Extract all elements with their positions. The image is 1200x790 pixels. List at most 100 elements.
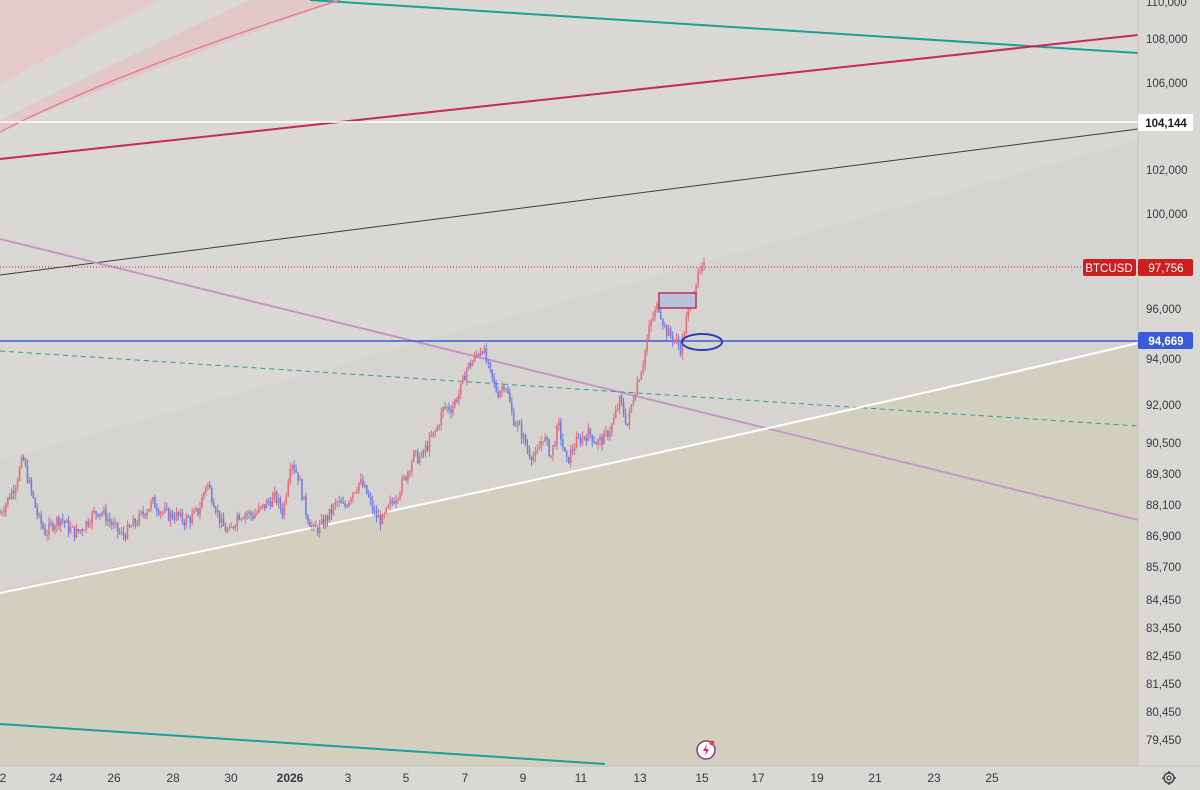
teal-trendline-bottom[interactable]	[0, 723, 606, 765]
candle-body	[46, 534, 48, 536]
candle-body	[297, 472, 299, 481]
candle-body	[420, 451, 423, 458]
candle-body	[9, 497, 11, 499]
candle-body	[373, 510, 376, 512]
candle-body	[271, 496, 274, 507]
price-tick-label: 92,000	[1146, 400, 1181, 412]
magenta-trendline[interactable]	[0, 34, 1139, 160]
candle-body	[518, 422, 521, 425]
teal-trendline-top[interactable]	[309, 0, 1139, 54]
candle-body	[54, 525, 56, 531]
price-tick-labels: 108,000 106,000 102,000 100,000 96,000 94,000…	[1146, 34, 1188, 747]
candle-body	[371, 499, 374, 511]
price-tags[interactable]: 104,144 94,669 BTCUSD 97,756	[1083, 114, 1193, 349]
candle-body	[556, 425, 558, 446]
candle-body	[101, 513, 103, 515]
last-price-tag-bg	[1138, 259, 1193, 276]
support-tag[interactable]: 94,669	[1138, 332, 1193, 349]
candle-body	[585, 437, 588, 441]
candle-body	[240, 518, 243, 520]
candle-body	[273, 491, 276, 497]
candle-body	[548, 439, 550, 457]
resistance-tag[interactable]: 104,144	[1138, 114, 1193, 131]
candle-body	[87, 521, 90, 526]
candle-body	[44, 528, 46, 536]
candle-body	[324, 516, 327, 527]
last-price-tag-label: 97,756	[1148, 263, 1183, 275]
candle-body	[114, 522, 117, 524]
candle-body	[685, 317, 688, 334]
candle-body	[363, 485, 366, 488]
candle-body	[389, 500, 392, 506]
gear-icon[interactable]	[1162, 771, 1176, 785]
candle-body	[405, 476, 407, 481]
last-price-tag[interactable]: BTCUSD 97,756	[1083, 259, 1193, 276]
black-trendline[interactable]	[0, 128, 1139, 276]
candle-body	[632, 400, 635, 405]
candle-body	[399, 492, 401, 499]
candle-body	[218, 510, 221, 524]
support-tag-label: 94,669	[1148, 336, 1183, 348]
candle-body	[5, 503, 7, 512]
candle-body	[291, 465, 293, 469]
highlight-box[interactable]	[658, 292, 697, 309]
candle-body	[236, 514, 239, 526]
trendlines[interactable]	[0, 0, 1139, 765]
candle-body	[430, 435, 433, 437]
candle-body	[605, 431, 607, 433]
white-curve-support[interactable]	[0, 342, 1139, 594]
time-axis[interactable]: 2 24 26 28 30 2026 3 5 7 9 11 13 15 17 19 21 23 25	[0, 765, 1200, 790]
candle-body	[589, 428, 592, 435]
candle-body	[150, 501, 152, 509]
lightning-icon[interactable]	[696, 740, 716, 760]
candle-body	[105, 509, 107, 522]
candle-body	[203, 492, 205, 498]
time-tick-label: 9	[520, 771, 527, 785]
candle-body	[638, 379, 641, 382]
circle-annotation[interactable]	[681, 333, 723, 351]
candle-body	[314, 525, 317, 528]
candle-body	[32, 491, 35, 498]
candle-body	[299, 479, 301, 481]
candle-body	[656, 303, 658, 310]
candle-body	[136, 524, 139, 526]
candle-body	[1, 512, 3, 514]
candle-body	[575, 437, 578, 449]
candle-body	[358, 482, 360, 491]
candle-body	[267, 500, 270, 502]
candle-body	[265, 500, 268, 509]
candle-body	[454, 399, 456, 406]
candle-body	[467, 362, 470, 369]
candle-body	[565, 451, 568, 457]
pink-arc[interactable]	[0, 0, 341, 133]
candle-body	[336, 502, 339, 504]
candle-body	[197, 508, 199, 515]
purple-trendline[interactable]	[0, 238, 1139, 521]
candle-body	[634, 393, 637, 401]
price-tick-label: 96,000	[1146, 304, 1181, 316]
candle-body	[479, 351, 482, 356]
candle-body	[34, 497, 37, 508]
annotations[interactable]	[658, 292, 723, 351]
price-tick-label: 79,450	[1146, 735, 1181, 747]
candle-body	[483, 348, 486, 354]
price-tick-label: 89,300	[1146, 469, 1181, 481]
candle-body	[22, 456, 25, 461]
candle-body	[199, 508, 201, 515]
candle-body	[232, 526, 235, 528]
candle-body	[411, 461, 413, 472]
candle-body	[112, 523, 115, 526]
candle-body	[328, 508, 331, 521]
candle-body	[36, 507, 39, 516]
candle-body	[599, 436, 601, 440]
candle-body	[254, 514, 256, 519]
candle-body	[499, 391, 501, 398]
candle-body	[93, 510, 95, 513]
candle-body	[471, 361, 474, 366]
candle-body	[583, 436, 586, 438]
horizontal-levels[interactable]	[0, 121, 1138, 342]
candle-body	[356, 490, 358, 493]
teal-dashed-trendline[interactable]	[0, 350, 1139, 427]
